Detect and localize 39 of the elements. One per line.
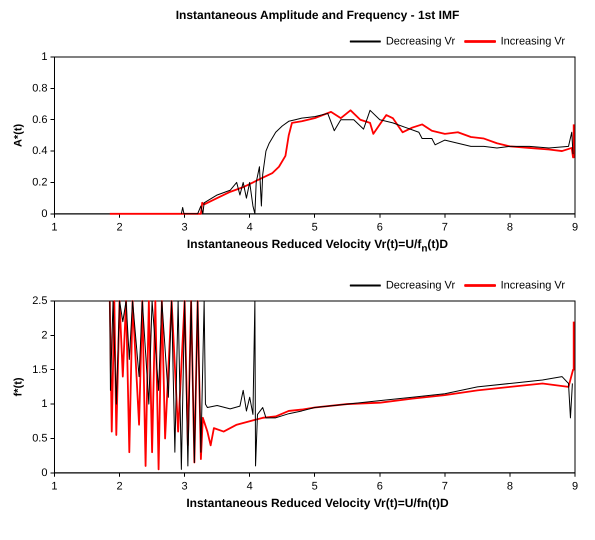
y-tick-label: 0 [41, 208, 48, 220]
x-tick-label: 7 [442, 221, 448, 234]
y-tick-label: 1.5 [32, 364, 48, 376]
y-tick-label: 1 [41, 51, 48, 64]
y-tick-label: 0 [41, 467, 48, 480]
y-tick-label: 0.2 [32, 176, 48, 188]
x-tick-label: 8 [506, 480, 513, 493]
x-tick-label: 9 [572, 221, 578, 234]
x-tick-label: 2 [116, 480, 123, 493]
chart-title: Instantaneous Amplitude and Frequency - 1st IMF [174, 8, 460, 22]
x-tick-label: 3 [182, 221, 188, 234]
y-tick-label: 0.8 [32, 82, 48, 94]
x-tick-label: 7 [442, 480, 448, 493]
x-tick-label: 8 [506, 221, 513, 234]
y-axis-title: f*(t) [12, 377, 25, 397]
y-tick-label: 1 [41, 398, 48, 410]
y-tick-label: 2.5 [32, 295, 48, 308]
x-tick-label: 5 [312, 221, 318, 234]
x-tick-label: 4 [246, 221, 253, 234]
x-tick-label: 2 [116, 221, 123, 234]
x-axis-title: Instantaneous Reduced Velocity Vr(t)=U/f$_{n}$(t)D [186, 237, 450, 254]
x-tick-label: 4 [246, 480, 253, 493]
x-tick-label: 1 [51, 221, 58, 234]
y-tick-label: 0.5 [32, 432, 48, 445]
y-axis-title: A*(t) [12, 123, 25, 148]
x-tick-label: 5 [312, 480, 318, 493]
x-tick-label: 9 [572, 480, 578, 493]
x-tick-label: 1 [51, 480, 58, 493]
y-tick-label: 0.4 [32, 145, 48, 158]
legend-label: Increasing Vr [500, 36, 566, 48]
y-tick-label: 2 [41, 330, 48, 342]
legend-label: Decreasing Vr [386, 36, 456, 48]
x-tick-label: 3 [182, 480, 188, 493]
x-axis-title: Instantaneous Reduced Velocity Vr(t)=U/fn(t)D [185, 496, 450, 510]
y-tick-label: 0.6 [32, 114, 48, 126]
legend-label: Increasing Vr [500, 280, 566, 292]
legend-label: Decreasing Vr [386, 280, 456, 292]
x-tick-label: 6 [376, 480, 383, 493]
x-tick-label: 6 [376, 221, 383, 234]
